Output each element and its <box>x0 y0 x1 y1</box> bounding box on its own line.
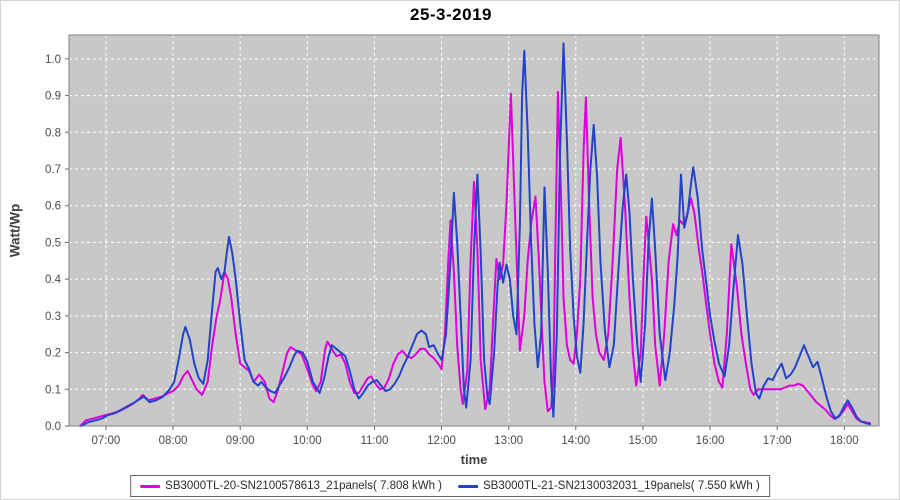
plot-border <box>68 34 880 427</box>
y-tick-label: 0.0 <box>45 421 61 433</box>
y-tick-label: 0.6 <box>45 201 61 213</box>
x-tick-label: 11:00 <box>360 435 388 447</box>
legend-line-swatch <box>140 484 161 488</box>
legend: SB3000TL-20-SN2100578613_21panels( 7.808… <box>130 475 770 497</box>
legend-label: SB3000TL-21-SN2130032031_19panels( 7.550… <box>483 480 760 492</box>
x-tick-label: 18:00 <box>830 435 859 447</box>
x-tick-label: 10:00 <box>293 435 322 447</box>
x-tick-label: 17:00 <box>763 435 792 447</box>
series-line-blue <box>80 42 871 427</box>
x-tick-label: 08:00 <box>159 435 188 447</box>
y-tick-label: 0.9 <box>45 91 61 103</box>
chart-title: 25-3-2019 <box>409 5 492 24</box>
x-tick-label: 12:00 <box>427 435 456 447</box>
legend-item: SB3000TL-21-SN2130032031_19panels( 7.550… <box>458 480 760 492</box>
y-tick-label: 0.7 <box>45 164 61 176</box>
y-tick-label: 0.8 <box>45 127 61 139</box>
y-tick-label: 0.3 <box>45 311 61 323</box>
y-tick-label: 0.2 <box>45 348 61 360</box>
y-tick-label: 0.4 <box>45 274 62 286</box>
x-tick-label: 07:00 <box>92 435 121 447</box>
x-tick-label: 14:00 <box>561 435 590 447</box>
y-tick-label: 0.1 <box>45 384 61 396</box>
legend-label: SB3000TL-20-SN2100578613_21panels( 7.808… <box>165 480 442 492</box>
x-tick-label: 16:00 <box>696 435 725 447</box>
y-axis-label: Watt/Wp <box>7 203 23 258</box>
legend-line-swatch <box>458 484 478 488</box>
y-tick-label: 0.5 <box>45 237 61 249</box>
x-tick-label: 09:00 <box>226 435 255 447</box>
x-tick-label: 13:00 <box>494 435 523 447</box>
legend-item: SB3000TL-20-SN2100578613_21panels( 7.808… <box>140 480 442 492</box>
x-axis-label: time <box>460 452 488 467</box>
x-tick-label: 15:00 <box>629 435 658 447</box>
y-tick-label: 1.0 <box>45 54 61 66</box>
